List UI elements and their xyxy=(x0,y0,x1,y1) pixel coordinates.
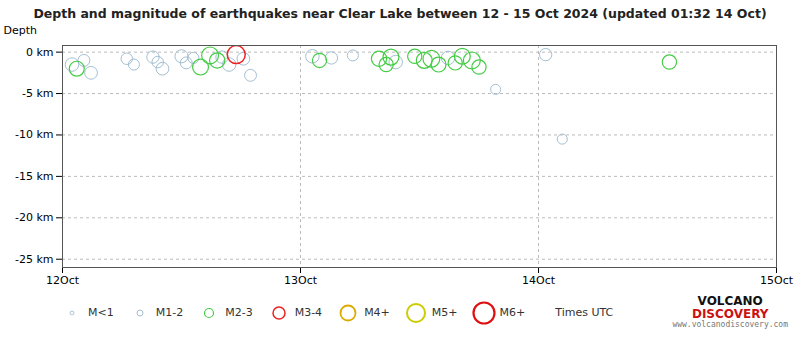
svg-text:Depth: Depth xyxy=(4,24,38,37)
html-text:M<1: M<1 xyxy=(88,306,114,320)
html-text:www.volcanodiscovery.com: www.volcanodiscovery.com xyxy=(672,320,788,330)
html-text:Depth and magnitude of earthqu: Depth and magnitude of earthquakes near … xyxy=(33,6,767,21)
html-text:M3-4: M3-4 xyxy=(294,306,323,320)
html-text:M4+: M4+ xyxy=(364,306,390,320)
svg-text:-5 km: -5 km xyxy=(22,87,54,100)
html-text:DISCOVERY: DISCOVERY xyxy=(691,307,769,322)
html-text:M6+: M6+ xyxy=(499,306,526,320)
svg-text:15Oct: 15Oct xyxy=(760,274,794,287)
svg-text:13Oct: 13Oct xyxy=(284,274,318,287)
svg-text:12Oct: 12Oct xyxy=(46,274,80,287)
html-text:Times UTC: Times UTC xyxy=(555,306,614,320)
svg-text:-15 km: -15 km xyxy=(15,170,54,183)
html-text:M1-2: M1-2 xyxy=(155,306,184,320)
svg-text:0 km: 0 km xyxy=(26,46,54,59)
svg-text:14Oct: 14Oct xyxy=(522,274,556,287)
html-text:M2-3: M2-3 xyxy=(225,306,253,320)
svg-text:-10 km: -10 km xyxy=(15,128,54,141)
html-text:VOLCANO: VOLCANO xyxy=(697,294,763,308)
svg-text:-25 km: -25 km xyxy=(15,253,54,266)
svg-text:-20 km: -20 km xyxy=(15,211,54,224)
html-text:M5+: M5+ xyxy=(431,306,458,320)
